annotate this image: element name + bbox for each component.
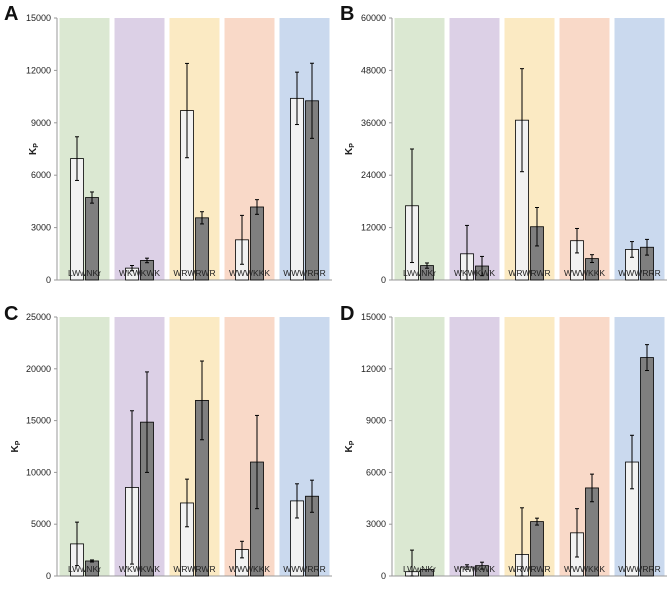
y-tick-label: 9000 <box>366 416 386 426</box>
bar-dark <box>640 357 654 577</box>
y-tick-label: 60000 <box>361 13 386 23</box>
chart-panel-c: 0 5000 10000 15000 20000 25000 KP LWwNKr WKWKWK W… <box>4 303 332 581</box>
y-tick-label: 0 <box>381 571 386 581</box>
chart-panel-a: 0 3000 6000 9000 12000 15000 KP LWwNKr WKWKWK WRW… <box>4 3 332 285</box>
y-tick-label: 12000 <box>361 364 386 374</box>
y-axis-label: KP <box>344 440 356 452</box>
x-tick-label: WKWKWK <box>119 564 160 574</box>
y-tick-label: 36000 <box>361 118 386 128</box>
y-tick-label: 0 <box>46 571 51 581</box>
y-tick-label: 5000 <box>31 519 51 529</box>
y-tick-label: 3000 <box>366 519 386 529</box>
y-tick-label: 25000 <box>26 312 51 322</box>
category-band <box>614 18 665 280</box>
y-axis-label: KP <box>10 440 22 452</box>
category-band <box>59 317 110 576</box>
category-band <box>279 18 330 280</box>
y-axis-label-main: K <box>344 147 355 155</box>
panel-letter: C <box>4 303 18 325</box>
panel-letter: B <box>340 3 354 25</box>
y-axis-label: KP <box>28 143 40 155</box>
category-band <box>504 317 555 576</box>
panel-letter: D <box>340 303 354 325</box>
category-band <box>279 317 330 576</box>
x-tick-label: WWWKKK <box>229 268 270 278</box>
y-tick-label: 20000 <box>26 364 51 374</box>
x-tick-label: WKWKWK <box>454 268 495 278</box>
x-tick-label: WWWRRR <box>618 268 660 278</box>
y-axis-label-subscript: P <box>33 143 40 148</box>
x-tick-label: LWwNKr <box>403 564 436 574</box>
y-tick-label: 15000 <box>361 312 386 322</box>
category-band <box>394 317 445 576</box>
y-tick-label: 10000 <box>26 467 51 477</box>
bar-light <box>290 97 304 281</box>
y-tick-label: 15000 <box>26 416 51 426</box>
category-band <box>169 317 220 576</box>
category-band <box>449 18 500 280</box>
category-band <box>224 18 275 280</box>
x-tick-label: LWwNKr <box>403 268 436 278</box>
x-tick-label: WKWKWK <box>119 268 160 278</box>
category-band <box>559 317 610 576</box>
category-band <box>224 317 275 576</box>
y-tick-label: 6000 <box>366 467 386 477</box>
category-band <box>559 18 610 280</box>
category-band <box>59 18 110 280</box>
y-tick-label: 12000 <box>361 223 386 233</box>
category-band <box>169 18 220 280</box>
x-tick-label: WRWRWR <box>173 564 215 574</box>
y-tick-label: 15000 <box>26 13 51 23</box>
y-axis-label: KP <box>344 143 356 155</box>
category-band <box>614 317 665 576</box>
category-band <box>449 317 500 576</box>
x-tick-label: WWWKKK <box>229 564 270 574</box>
y-axis-label-subscript: P <box>349 440 356 445</box>
x-tick-label: WRWRWR <box>508 564 550 574</box>
category-band <box>394 18 445 280</box>
y-tick-label: 9000 <box>31 118 51 128</box>
x-tick-label: LWwNKr <box>68 564 101 574</box>
panel-letter: A <box>4 3 18 25</box>
chart-panel-b: 0 12000 24000 36000 48000 60000 KP LWwNKr WKWKWK… <box>340 3 667 285</box>
y-axis-label-main: K <box>344 444 355 452</box>
x-tick-label: LWwNKr <box>68 268 101 278</box>
y-axis-label-subscript: P <box>349 143 356 148</box>
x-tick-label: WWWRRR <box>283 268 325 278</box>
y-tick-label: 24000 <box>361 170 386 180</box>
y-tick-label: 0 <box>46 275 51 285</box>
y-axis-label-main: K <box>10 444 21 452</box>
y-axis-label-main: K <box>28 147 39 155</box>
y-tick-label: 3000 <box>31 223 51 233</box>
x-tick-label: WWWKKK <box>564 268 605 278</box>
x-tick-label: WRWRWR <box>173 268 215 278</box>
y-tick-label: 48000 <box>361 65 386 75</box>
x-tick-label: WWWRRR <box>283 564 325 574</box>
x-tick-label: WKWKWK <box>454 564 495 574</box>
chart-panel-d: 0 3000 6000 9000 12000 15000 KP LWwNKr WKWKWK WRW… <box>340 303 667 581</box>
y-axis-label-subscript: P <box>15 440 22 445</box>
category-band <box>114 18 165 280</box>
category-band <box>504 18 555 280</box>
x-tick-label: WRWRWR <box>508 268 550 278</box>
y-tick-label: 6000 <box>31 170 51 180</box>
category-band <box>114 317 165 576</box>
y-tick-label: 0 <box>381 275 386 285</box>
bar-dark <box>420 569 434 577</box>
y-tick-label: 12000 <box>26 65 51 75</box>
x-tick-label: WWWKKK <box>564 564 605 574</box>
x-tick-label: WWWRRR <box>618 564 660 574</box>
